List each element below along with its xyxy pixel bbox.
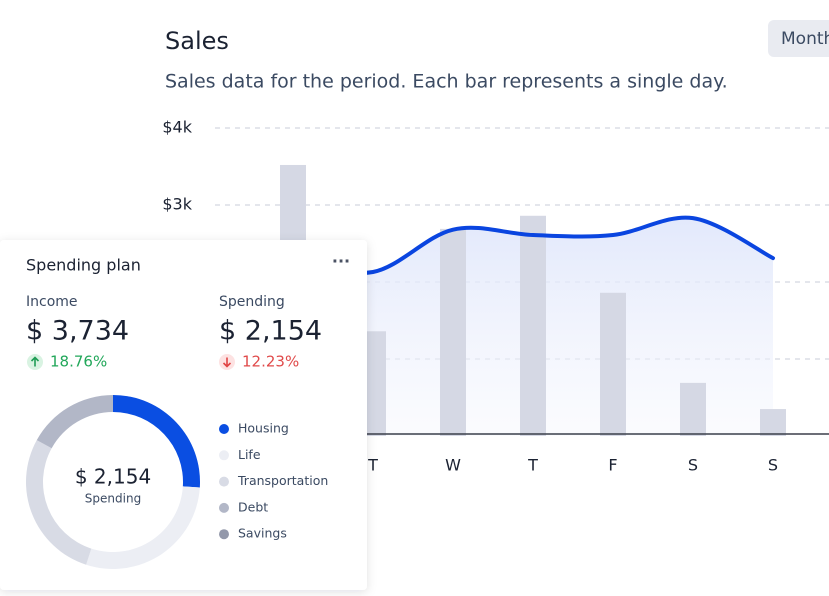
- bar: [680, 382, 706, 436]
- sales-title: Sales: [165, 27, 229, 55]
- card-title: Spending plan: [26, 256, 141, 275]
- card-background: [0, 240, 367, 590]
- up-arrow: [30, 356, 40, 367]
- legend-label: Debt: [238, 499, 268, 514]
- down-arrow: [222, 357, 232, 368]
- legend-swatch: [219, 502, 229, 513]
- income-change: 18.76%: [50, 353, 107, 371]
- bar: [520, 215, 546, 436]
- income-amount: $ 3,734: [26, 316, 129, 347]
- legend-swatch: [219, 476, 229, 487]
- sales-subtitle: Sales data for the period. Each bar repr…: [165, 71, 728, 93]
- bar: [760, 409, 786, 436]
- donut-segment: [86, 486, 200, 569]
- x-tick-label: T: [527, 456, 538, 475]
- legend-swatch: [219, 424, 229, 434]
- card-menu[interactable]: ···: [332, 252, 350, 271]
- bar: [600, 292, 626, 436]
- spending-amount: $ 2,154: [219, 316, 322, 347]
- bar: [440, 228, 466, 436]
- legend-swatch: [219, 450, 229, 461]
- x-tick-label: W: [445, 456, 461, 475]
- period-button-label[interactable]: Month: [781, 29, 829, 49]
- period-button[interactable]: [768, 20, 829, 57]
- line: [291, 215, 775, 275]
- legend-label: Housing: [238, 421, 289, 436]
- x-tick-label: S: [768, 456, 778, 475]
- donut-center-label: Spending: [85, 492, 141, 506]
- y-tick-label: $4k: [162, 118, 192, 137]
- donut-segment: [25, 440, 92, 565]
- legend-label: Savings: [238, 526, 287, 541]
- donut-segment: [113, 395, 200, 488]
- spending-card: Spending plan ··· Income $ 3,734 18.76% …: [0, 240, 367, 590]
- legend-label: Transportation: [237, 473, 328, 488]
- x-tick-label: F: [608, 456, 617, 475]
- legend-swatch: [219, 529, 229, 540]
- donut-center-value: $ 2,154: [75, 465, 151, 489]
- spending-change: 12.23%: [242, 353, 299, 371]
- income-label: Income: [26, 294, 78, 310]
- legend-label: Life: [238, 447, 261, 462]
- y-tick-label: $3k: [162, 195, 192, 214]
- donut-segment: [36, 395, 113, 449]
- x-tick-label: T: [367, 456, 378, 475]
- x-tick-label: S: [688, 456, 698, 475]
- spending-label: Spending: [219, 294, 285, 310]
